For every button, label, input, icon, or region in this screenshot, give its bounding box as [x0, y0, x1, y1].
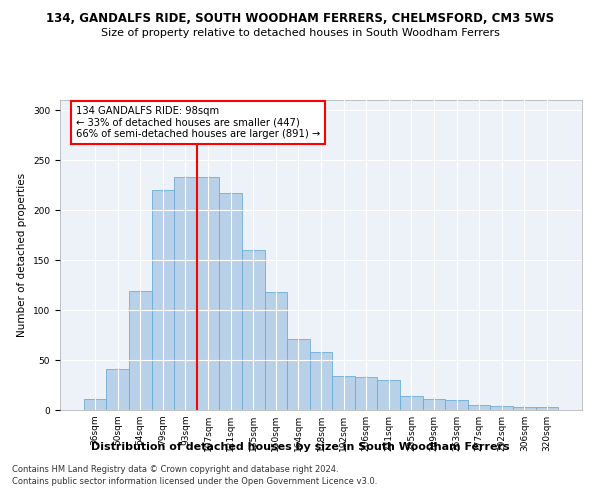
Bar — [152, 190, 174, 410]
Text: Contains public sector information licensed under the Open Government Licence v3: Contains public sector information licen… — [12, 477, 377, 486]
Text: Contains HM Land Registry data © Crown copyright and database right 2024.: Contains HM Land Registry data © Crown c… — [12, 466, 338, 474]
Bar — [332, 376, 355, 410]
Bar — [220, 193, 242, 410]
Text: 134, GANDALFS RIDE, SOUTH WOODHAM FERRERS, CHELMSFORD, CM3 5WS: 134, GANDALFS RIDE, SOUTH WOODHAM FERRER… — [46, 12, 554, 26]
Bar — [310, 352, 332, 410]
Text: Distribution of detached houses by size in South Woodham Ferrers: Distribution of detached houses by size … — [91, 442, 509, 452]
Bar — [174, 177, 197, 410]
Bar — [377, 380, 400, 410]
Y-axis label: Number of detached properties: Number of detached properties — [17, 173, 28, 337]
Bar — [84, 399, 106, 410]
Bar — [106, 369, 129, 410]
Bar — [242, 250, 265, 410]
Bar — [445, 400, 468, 410]
Bar — [197, 177, 220, 410]
Bar — [490, 406, 513, 410]
Bar — [513, 407, 536, 410]
Text: 134 GANDALFS RIDE: 98sqm
← 33% of detached houses are smaller (447)
66% of semi-: 134 GANDALFS RIDE: 98sqm ← 33% of detach… — [76, 106, 320, 140]
Bar — [287, 339, 310, 410]
Bar — [265, 292, 287, 410]
Bar — [468, 405, 490, 410]
Bar — [422, 399, 445, 410]
Bar — [129, 291, 152, 410]
Bar — [400, 396, 422, 410]
Text: Size of property relative to detached houses in South Woodham Ferrers: Size of property relative to detached ho… — [101, 28, 499, 38]
Bar — [355, 377, 377, 410]
Bar — [536, 407, 558, 410]
